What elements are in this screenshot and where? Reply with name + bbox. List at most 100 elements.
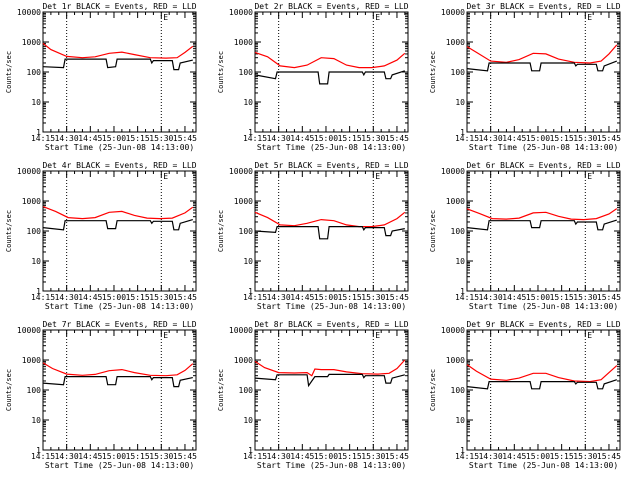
- x-tick-label: 15:30: [149, 134, 173, 143]
- x-tick-label: 15:30: [149, 452, 173, 461]
- y-tick-label: 10: [455, 416, 465, 425]
- x-axis-label: Start Time (25-Jun-08 14:13:00): [257, 143, 406, 152]
- x-tick-label: 15:00: [526, 452, 550, 461]
- y-axis-label: Counts/sec: [429, 210, 437, 252]
- y-tick-label: 10: [31, 416, 41, 425]
- e-marker-label: E: [163, 331, 168, 340]
- events-series-line: [466, 219, 617, 231]
- panel-title: Det 4r BLACK = Events, RED = LLD: [42, 161, 196, 170]
- y-tick-label: 1: [36, 446, 41, 455]
- panel-title: Det 2r BLACK = Events, RED = LLD: [254, 2, 408, 11]
- y-tick-label: 1000: [22, 197, 41, 206]
- events-series-line: [42, 219, 193, 231]
- x-tick-label: 15:45: [173, 452, 197, 461]
- y-axis-label: Counts/sec: [429, 51, 437, 93]
- x-tick-label: 15:45: [597, 452, 621, 461]
- x-tick-label: 14:30: [267, 452, 291, 461]
- plot-frame: [466, 11, 621, 133]
- detector-panel: Det 5r BLACK = Events, RED = LLD 1 10 100 10…: [217, 161, 409, 311]
- x-axis-label: Start Time (25-Jun-08 14:13:00): [469, 143, 618, 152]
- x-tick-label: 14:30: [479, 293, 503, 302]
- x-tick-label: 15:15: [126, 293, 150, 302]
- y-tick-label: 10: [31, 257, 41, 266]
- lld-series-line: [42, 362, 194, 377]
- x-tick-label: 15:30: [573, 293, 597, 302]
- y-tick-label: 10: [31, 98, 41, 107]
- y-tick-label: 10: [243, 257, 253, 266]
- e-marker-label: E: [375, 331, 380, 340]
- x-tick-label: 15:30: [361, 293, 385, 302]
- events-series-line: [254, 226, 405, 240]
- x-tick-label: 14:15: [31, 452, 55, 461]
- y-tick-label: 100: [239, 386, 254, 395]
- events-series-line: [466, 60, 618, 72]
- x-tick-label: 14:15: [455, 452, 479, 461]
- y-tick-label: 10000: [17, 167, 41, 176]
- y-tick-label: 1: [460, 287, 465, 296]
- events-series-line: [254, 70, 405, 85]
- x-tick-label: 14:45: [290, 452, 314, 461]
- x-tick-label: 15:45: [173, 134, 197, 143]
- x-tick-label: 14:45: [78, 452, 102, 461]
- plot-frame: [42, 329, 197, 451]
- panel-title: Det 9r BLACK = Events, RED = LLD: [466, 320, 620, 329]
- x-tick-label: 15:00: [102, 293, 126, 302]
- e-marker-label: E: [587, 331, 592, 340]
- x-tick-label: 15:00: [314, 293, 338, 302]
- y-tick-label: 1000: [234, 197, 253, 206]
- y-tick-label: 10000: [229, 326, 253, 335]
- y-axis-label: Counts/sec: [429, 369, 437, 411]
- y-tick-label: 1000: [234, 356, 253, 365]
- y-tick-label: 100: [239, 68, 254, 77]
- detector-panel: Det 9r BLACK = Events, RED = LLD 1 10 100 10…: [429, 320, 621, 470]
- x-tick-label: 15:45: [173, 293, 197, 302]
- lld-series-line: [254, 211, 406, 228]
- events-series-line: [42, 376, 193, 388]
- x-tick-label: 14:30: [55, 452, 79, 461]
- x-tick-label: 15:30: [361, 452, 385, 461]
- y-tick-label: 100: [239, 227, 254, 236]
- panel-title: Det 7r BLACK = Events, RED = LLD: [42, 320, 196, 329]
- y-tick-label: 10000: [441, 8, 465, 17]
- plot-frame: [466, 170, 621, 292]
- y-tick-label: 1000: [446, 356, 465, 365]
- x-tick-label: 15:45: [597, 293, 621, 302]
- x-tick-label: 15:30: [573, 134, 597, 143]
- detector-panel: Det 1r BLACK = Events, RED = LLD 1 10 100 10…: [5, 2, 197, 152]
- y-tick-label: 1000: [22, 38, 41, 47]
- x-tick-label: 15:30: [361, 134, 385, 143]
- x-tick-label: 15:15: [550, 293, 574, 302]
- e-marker-label: E: [587, 13, 592, 22]
- panel-title: Det 1r BLACK = Events, RED = LLD: [42, 2, 196, 11]
- plot-frame: [254, 329, 409, 451]
- panel-title: Det 8r BLACK = Events, RED = LLD: [254, 320, 408, 329]
- x-axis-label: Start Time (25-Jun-08 14:13:00): [45, 302, 194, 311]
- lld-series-line: [254, 359, 406, 377]
- lld-series-line: [42, 206, 194, 220]
- y-tick-label: 1: [460, 446, 465, 455]
- x-tick-label: 15:15: [126, 452, 150, 461]
- x-tick-label: 15:30: [573, 452, 597, 461]
- detector-panel: Det 8r BLACK = Events, RED = LLD 1 10 100 10…: [217, 320, 409, 470]
- panel-title: Det 5r BLACK = Events, RED = LLD: [254, 161, 408, 170]
- x-tick-label: 14:30: [55, 293, 79, 302]
- x-tick-label: 15:30: [149, 293, 173, 302]
- y-axis-label: Counts/sec: [217, 369, 225, 411]
- lld-series-line: [254, 51, 406, 69]
- y-tick-label: 100: [451, 227, 466, 236]
- panel-title: Det 3r BLACK = Events, RED = LLD: [466, 2, 620, 11]
- y-tick-label: 100: [27, 227, 42, 236]
- x-axis-label: Start Time (25-Jun-08 14:13:00): [469, 461, 618, 470]
- x-tick-label: 15:15: [338, 293, 362, 302]
- y-tick-label: 1: [248, 287, 253, 296]
- plot-frame: [42, 170, 197, 292]
- e-marker-label: E: [163, 13, 168, 22]
- x-tick-label: 15:00: [102, 134, 126, 143]
- e-marker-label: E: [587, 172, 592, 181]
- y-tick-label: 1: [460, 128, 465, 137]
- plot-frame: [466, 329, 621, 451]
- x-tick-label: 14:15: [455, 293, 479, 302]
- y-tick-label: 100: [27, 68, 42, 77]
- x-tick-label: 14:15: [243, 452, 267, 461]
